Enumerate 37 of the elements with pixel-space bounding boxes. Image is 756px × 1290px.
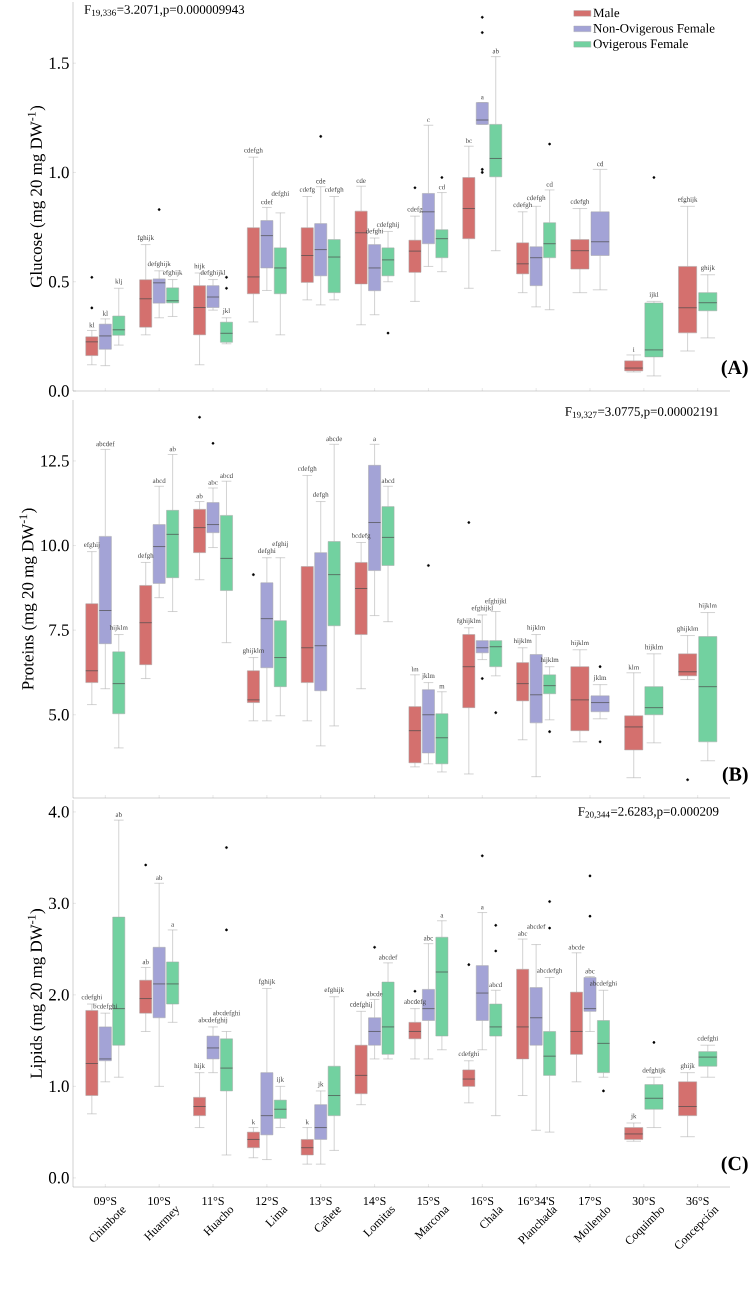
annotation: F$_{20,344}$=2.6283,p=0.000209 [578,807,719,819]
y-tick-label: 7.5 [49,624,69,636]
text: 16°S [471,1196,494,1206]
y-tick-label: 1.0 [49,1080,69,1093]
annotation: F$_{19,327}$=3.0775,p=0.00002191 [565,407,719,420]
text: 17°S [579,1196,601,1206]
y-tick-label: 1.5 [49,57,69,69]
text: 10°S [148,1196,171,1206]
annotation: F$_{19,336}$=3.2071,p=0.000009943 [84,5,245,18]
text: 13°S [310,1196,332,1206]
text: 11°S [202,1196,224,1206]
legend-label: Ovigerous Female [593,39,688,51]
annotation: (C) [721,1156,748,1175]
y-tick-label: 0.0 [48,1172,69,1184]
text: 36°S [686,1196,709,1206]
y-tick-label: 3.0 [49,897,69,910]
y-tick-label: 5.0 [49,709,69,721]
y-tick-label: 10.0 [41,539,69,552]
text: 14°S [363,1196,386,1206]
y-axis-title: Glucose (mg 20 mg DW$^{-1}$) [27,105,46,288]
text: 09°S [94,1196,117,1206]
text: 16°34'S [518,1196,555,1206]
y-tick-label: 0.0 [48,385,69,397]
text: 15°S [417,1196,440,1206]
y-tick-label: 4.0 [48,806,69,818]
y-axis-title: Lipids (mg 20 mg DW$^{-1}$) [27,909,46,1079]
y-tick-label: 0.5 [48,275,69,288]
legend-label: Non-Ovigerous Female [593,23,715,36]
text: 30°S [632,1196,655,1206]
y-tick-label: 1.0 [49,166,69,179]
text: 12°S [256,1196,278,1206]
annotation: (A) [721,360,748,379]
y-axis-title: Proteins (mg 20 mg DW$^{-1}$) [19,508,37,690]
y-tick-label: 12.5 [41,455,69,467]
y-tick-label: 2.0 [49,989,69,1001]
annotation: (B) [722,766,748,785]
legend-label: Male [593,8,620,18]
